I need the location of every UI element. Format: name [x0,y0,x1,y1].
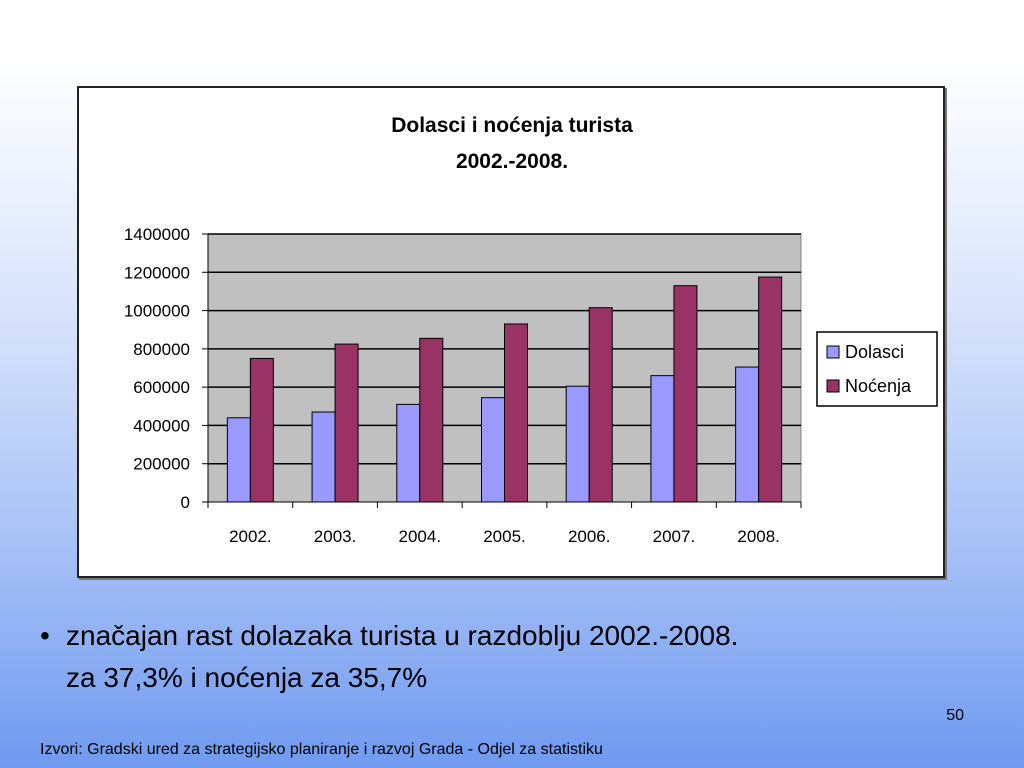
bullet-text-line2: za 37,3% i noćenja za 35,7% [66,662,428,693]
bar-dolasci-6 [735,366,760,503]
y-tick-label: 1200000 [124,263,190,282]
bar-dolasci-1 [311,411,336,503]
x-tick-label: 2004. [399,527,442,546]
bar-chart: Dolasci i noćenja turista 2002.-2008. 0 2… [124,114,938,546]
bar-no-enja-6 [758,276,783,503]
legend-label: Noćenja [845,376,912,396]
bar-dolasci-3 [481,397,505,503]
x-tick-label: 2002. [229,527,272,546]
y-tick-label: 0 [181,493,190,512]
x-tick-label: 2008. [737,527,780,546]
legend: Dolasci Noćenja [816,331,938,407]
x-tick-label: 2005. [483,527,526,546]
y-tick-label: 1400000 [124,225,190,244]
bar-dolasci-0 [226,417,251,503]
legend-box [816,331,938,407]
bar-no-enja-4 [588,307,613,503]
plot-area: 0 200000 400000 600000 800000 1000000 1200000 1… [124,225,802,546]
chart-title: Dolasci i noćenja turista [391,114,633,137]
source-note: Izvori: Gradski ured za strategijsko pla… [40,741,603,758]
bar-dolasci-4 [565,385,590,503]
y-tick-label: 200000 [133,455,190,474]
bullet-marker: • [40,620,50,651]
bar-dolasci-5 [650,375,675,503]
bar-no-enja-3 [504,323,528,503]
bar-dolasci-2 [396,403,421,503]
legend-swatch [826,379,840,393]
x-tick-label: 2006. [568,527,611,546]
chart-subtitle: 2002.-2008. [456,150,568,173]
bar-no-enja-2 [419,337,444,503]
bar-no-enja-0 [249,357,274,503]
bar-no-enja-5 [673,285,698,503]
bar-no-enja-1 [334,343,359,503]
bullet-text-line1: značajan rast dolazaka turista u razdobl… [66,620,739,651]
y-tick-label: 600000 [133,378,190,397]
x-tick-label: 2007. [653,527,696,546]
page-number: 50 [946,707,964,724]
y-tick-label: 800000 [133,340,190,359]
chart-frame: Dolasci i noćenja turista 2002.-2008. 0 2… [77,86,945,578]
legend-swatch [826,345,840,359]
legend-label: Dolasci [845,342,904,362]
y-tick-label: 400000 [133,416,190,435]
y-tick-label: 1000000 [124,302,190,321]
x-tick-label: 2003. [314,527,357,546]
